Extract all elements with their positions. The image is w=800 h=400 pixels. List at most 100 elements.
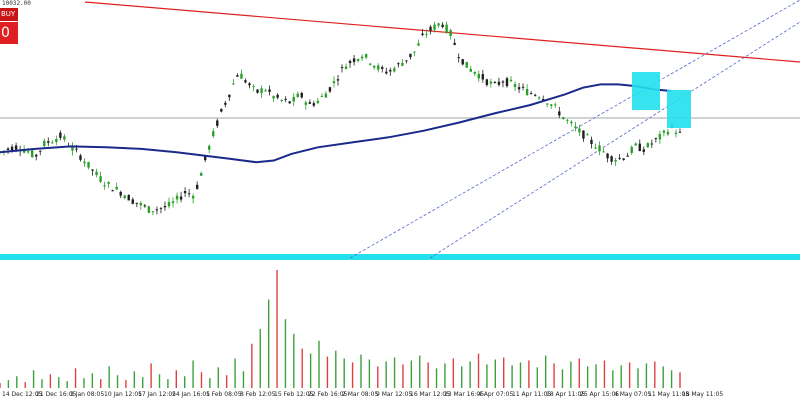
candle-body [107,182,110,184]
candle-body [324,93,328,98]
candle-body [356,58,360,61]
candle-body [175,195,179,200]
x-tick-label: 18 May 11:05 [682,391,723,398]
candle-body [228,94,231,98]
candle-body [646,143,650,148]
candle-body [662,130,666,133]
candle-body [558,111,561,116]
highlight-box-1 [632,72,660,110]
candle-body [6,148,10,150]
candle-body [199,173,203,176]
candle-body [594,147,597,149]
candle-body [143,205,147,207]
candle-body [204,156,207,161]
buy-button[interactable]: BUY 0 [0,8,18,44]
candle-body [658,133,662,140]
x-tick-label: 10 Jan 12:05 [104,391,142,398]
candle-body [212,131,215,137]
candle-body [497,81,501,85]
candle-body [477,73,481,79]
candle-body [43,140,46,147]
candle-body [401,62,404,66]
x-tick-label: 21 Dec 16:05 [36,391,77,398]
candle-body [393,68,396,72]
candle-body [276,94,279,98]
candle-body [139,202,143,206]
candle-body [232,83,235,85]
candle-body [336,79,340,81]
candle-body [288,101,291,104]
candle-body [425,33,428,35]
candle-body [300,92,303,98]
candle-body [115,186,118,190]
candle-body [248,83,251,86]
x-tick-label: 2 Mar 08:05 [342,391,378,398]
candle-body [562,117,565,120]
candle-body [30,150,34,158]
candle-body [103,185,106,187]
candle-body [373,65,376,68]
x-tick-label: 14 Dec 12:05 [2,391,43,398]
buy-label: BUY [0,8,18,21]
candle-body [666,131,670,135]
candle-body [654,138,658,140]
candle-body [191,195,195,199]
candle-body [397,63,400,65]
candle-body [352,58,356,63]
candle-body [135,202,139,204]
candle-body [91,169,94,171]
candle-body [626,155,629,157]
candle-body [35,154,38,157]
candle-body [39,150,42,152]
candle-body [674,132,678,134]
candle-body [159,207,163,209]
candle-body [340,67,344,69]
candle-body [368,63,372,65]
candle-body [409,53,412,58]
candle-body [501,81,505,83]
candle-body [473,71,476,74]
candle-body [678,131,682,133]
candle-body [381,67,384,69]
candle-body [618,157,621,159]
candle-body [598,145,601,152]
candle-body [14,145,18,150]
candle-body [328,87,332,92]
candle-body [525,89,529,96]
x-tick-label: 11 May 11:05 [648,391,689,398]
candle-body [316,100,320,104]
candle-body [220,108,223,112]
candle-body [509,79,513,82]
candle-body [244,80,247,83]
candle-body [127,195,130,201]
candle-body [268,89,271,92]
candle-body [586,134,589,136]
candle-body [151,211,155,213]
candle-body [47,141,50,143]
candle-body [517,87,521,90]
candle-body [292,96,295,102]
candle-body [111,190,114,192]
candle-body [51,142,54,144]
x-tick-label: 4 May 07:05 [614,391,652,398]
candle-body [389,69,392,72]
candle-body [566,119,569,121]
candle-body [465,61,468,68]
x-tick-label: 15 Feb 12:05 [274,391,314,398]
candle-body [10,146,14,152]
candle-body [441,24,444,28]
x-tick-label: 22 Feb 16:05 [308,391,348,398]
candle-body [304,102,307,105]
candle-body [642,149,645,152]
candle-body [216,120,219,126]
candle-body [240,73,243,79]
candle-body [252,86,255,88]
x-tick-label: 9 Mar 12:05 [376,391,412,398]
x-tick-label: 16 Mar 12:05 [410,391,450,398]
candle-body [449,30,452,36]
candle-body [638,143,641,151]
candle-body [385,71,388,74]
candle-body [521,86,525,88]
candle-body [260,88,263,94]
